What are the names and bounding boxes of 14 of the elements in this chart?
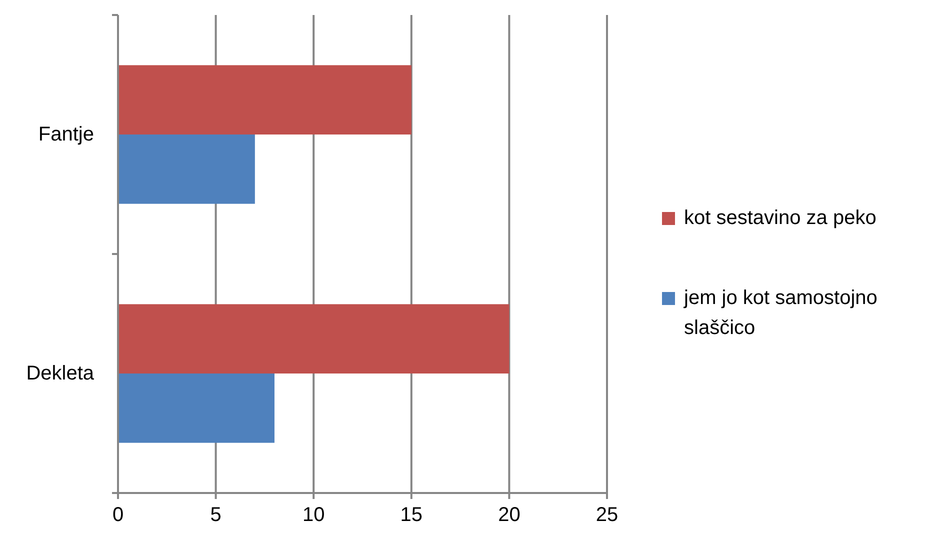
legend-label: jem jo kot samostojno slaščico: [683, 287, 878, 339]
bar: [118, 134, 255, 204]
x-tick-label: 10: [302, 504, 325, 526]
bar: [118, 65, 412, 134]
bar: [118, 304, 510, 374]
y-tick-label: Dekleta: [26, 362, 95, 384]
legend-label: kot sestavino za peko: [684, 207, 876, 229]
x-tick-label: 0: [112, 504, 124, 526]
x-tick-label: 25: [596, 504, 618, 526]
bar: [118, 374, 274, 443]
x-tick-label: 5: [210, 504, 222, 526]
x-tick-label: 20: [498, 504, 520, 526]
x-tick-label: 15: [400, 504, 423, 526]
y-tick-label: Fantje: [38, 124, 94, 146]
